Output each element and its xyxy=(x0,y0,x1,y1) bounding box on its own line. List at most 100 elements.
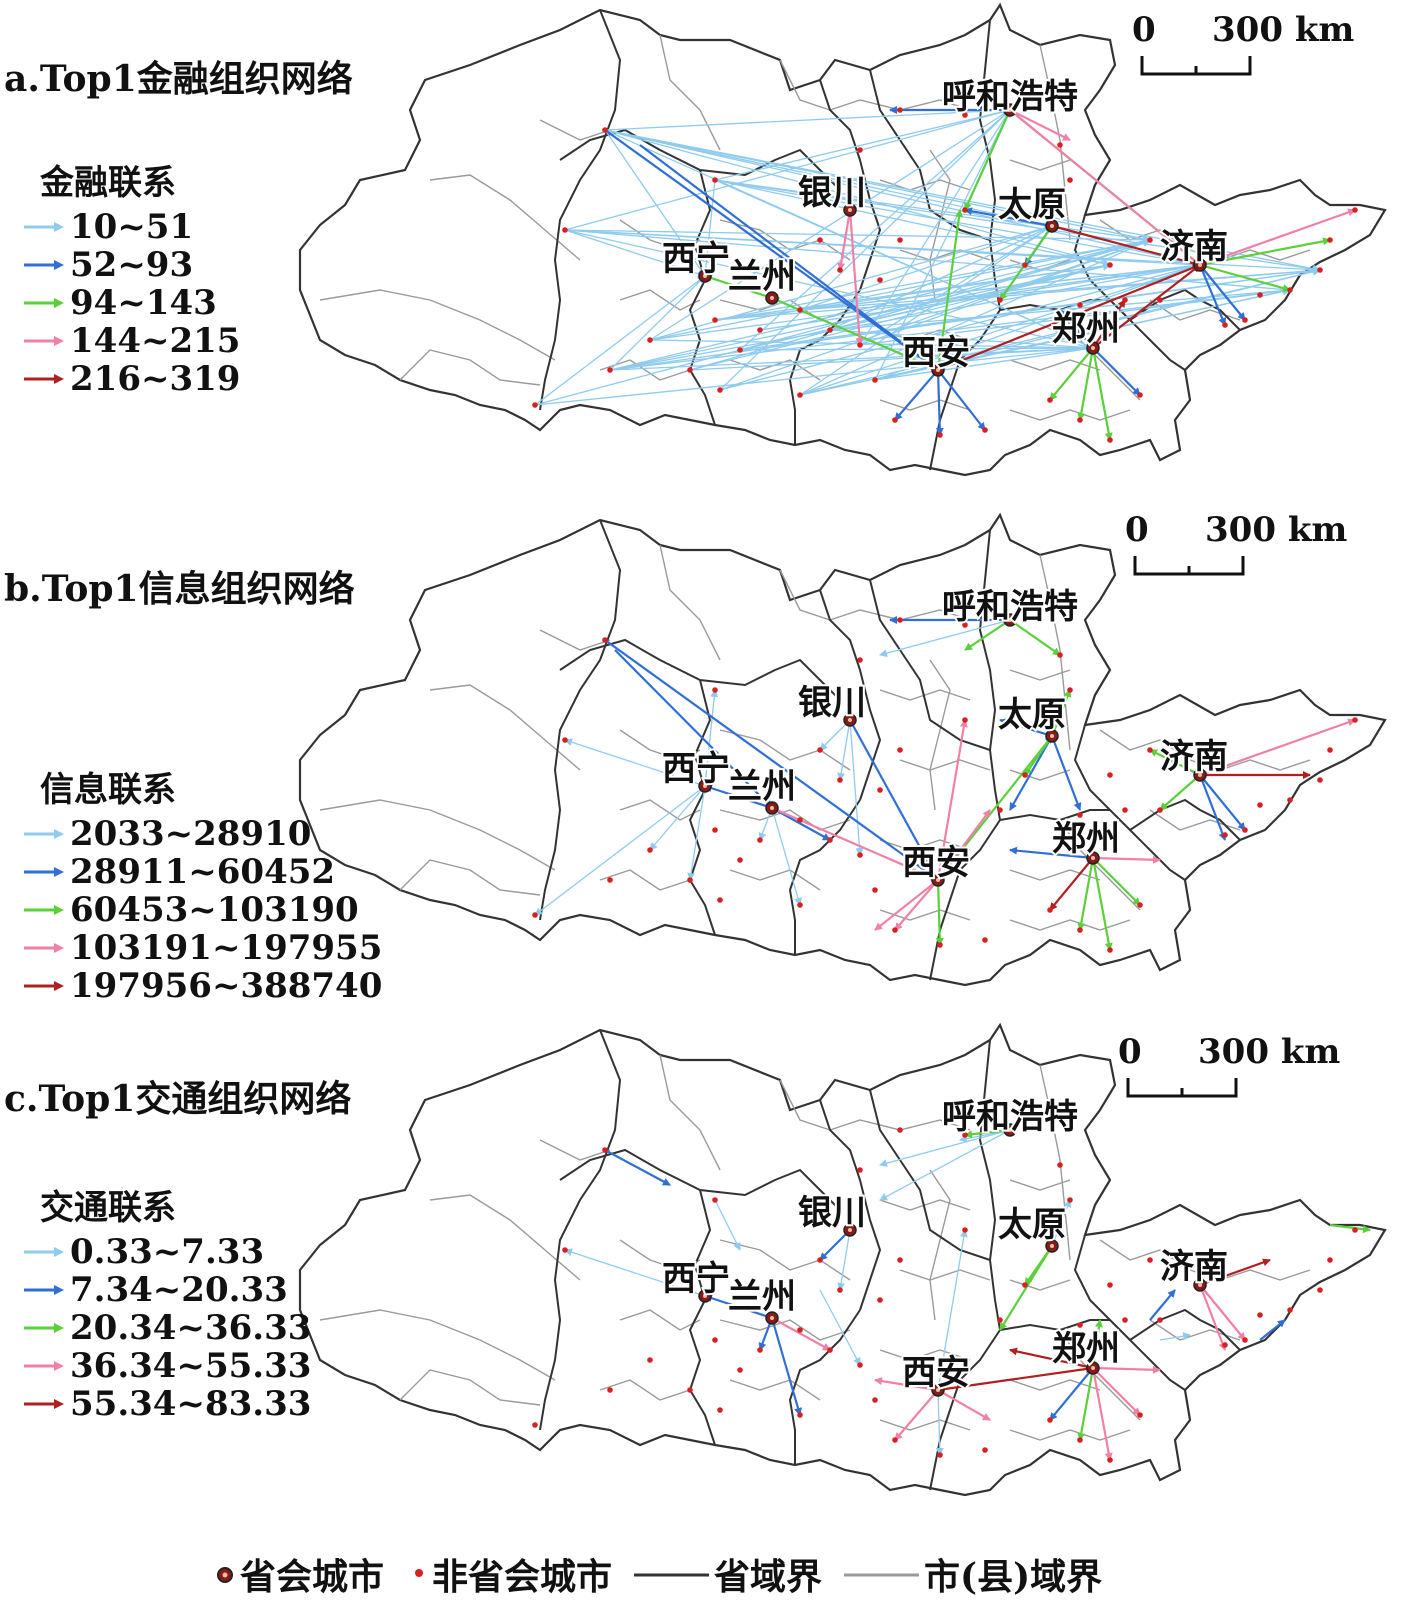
link-line xyxy=(564,229,1151,244)
panel-b: 呼和浩特 银川 太原 济南 西宁 兰州 西安 郑州 b.Top1信息组织网络 信息联系 203… xyxy=(0,510,1414,1030)
region-outline xyxy=(298,512,1387,987)
city-label-xining: 西宁 xyxy=(662,1259,730,1299)
legend-c-label-5: 55.34~83.33 xyxy=(70,1384,312,1424)
link-line xyxy=(1009,1347,1094,1370)
county-border xyxy=(1039,44,1071,241)
city-label-jinan: 济南 xyxy=(1160,737,1228,777)
link-line xyxy=(1009,109,1201,266)
city-dot xyxy=(1222,322,1228,328)
panel-c: 呼和浩特 银川 太原 济南 西宁 兰州 西安 郑州 c.Top1交通组织网络 交通联系 0.3… xyxy=(0,1020,1414,1540)
link-line xyxy=(771,807,802,906)
legend-arrow-icon xyxy=(24,222,64,232)
link-line xyxy=(874,345,1094,381)
link-line xyxy=(534,237,1151,406)
province-border xyxy=(539,519,622,921)
county-border xyxy=(879,839,971,851)
city-dot xyxy=(962,622,968,628)
province-border xyxy=(788,799,861,955)
link-line xyxy=(819,719,851,751)
city-dot xyxy=(1122,1317,1128,1323)
link-line xyxy=(937,263,1201,372)
city-dot xyxy=(602,1147,608,1153)
link-line xyxy=(534,344,1094,406)
city-dot xyxy=(962,1132,968,1138)
city-dot xyxy=(937,1452,943,1458)
city-dot xyxy=(1242,1337,1248,1343)
link-line xyxy=(714,1199,741,1251)
county-border xyxy=(1189,249,1311,261)
city-dot xyxy=(797,902,803,908)
city-dot xyxy=(1242,317,1248,323)
legend-c-label-1: 0.33~7.33 xyxy=(70,1232,265,1272)
link-line xyxy=(799,239,1151,396)
county-border xyxy=(719,1319,851,1341)
legend-arrow-icon xyxy=(24,298,64,308)
link-line xyxy=(701,179,716,277)
county-border xyxy=(1009,159,1071,171)
city-label-jinan: 济南 xyxy=(1160,227,1228,267)
city-dot xyxy=(737,1367,743,1373)
link-line xyxy=(1199,263,1291,292)
legend-arrow-icon xyxy=(24,905,64,915)
city-dot xyxy=(872,377,878,383)
province-border xyxy=(788,1309,861,1465)
county-border xyxy=(319,289,556,361)
county-border xyxy=(1099,729,1191,761)
city-dot xyxy=(1107,262,1113,268)
city-dot xyxy=(1352,717,1358,723)
city-dot xyxy=(1067,1197,1073,1203)
province-border xyxy=(688,679,716,936)
link-line xyxy=(799,225,1053,396)
province-border xyxy=(1129,1308,1241,1351)
province-border xyxy=(819,1099,882,1311)
legend-arrow-icon xyxy=(24,981,64,991)
legend-b-item-1: 2033~28910 xyxy=(6,814,382,854)
legend-a-item-4: 144~215 xyxy=(6,321,240,361)
city-dot xyxy=(1137,902,1143,908)
county-border xyxy=(1009,919,1131,931)
city-dot xyxy=(1352,207,1358,213)
link-line xyxy=(935,369,944,436)
link-line xyxy=(1149,749,1201,776)
city-dot xyxy=(712,827,718,833)
legend-b-item-5: 197956~388740 xyxy=(6,966,382,1006)
link-line xyxy=(1051,1199,1072,1247)
link-line xyxy=(837,209,852,271)
county-border xyxy=(619,729,701,761)
county-border xyxy=(659,34,721,151)
link-line xyxy=(935,1389,944,1456)
link-line xyxy=(704,1294,773,1320)
link-line xyxy=(1149,1289,1176,1321)
link-line xyxy=(1091,857,1113,951)
city-dot xyxy=(687,367,693,373)
link-line xyxy=(1199,1258,1271,1287)
legend-a-label-1: 10~51 xyxy=(70,207,194,247)
county-border xyxy=(779,569,831,621)
city-label-yinchuan: 银川 xyxy=(798,1193,866,1233)
city-dot xyxy=(1022,1282,1028,1288)
link-line xyxy=(1198,1284,1227,1351)
city-dot xyxy=(1107,1282,1113,1288)
city-dot xyxy=(872,887,878,893)
province-border xyxy=(539,1029,622,1431)
link-line xyxy=(564,738,706,787)
city-label-xining: 西宁 xyxy=(662,239,730,279)
city-label-xian: 西安 xyxy=(902,843,970,883)
city-dot xyxy=(1057,142,1063,148)
link-line xyxy=(849,719,864,856)
legend-c-label-3: 20.34~36.33 xyxy=(70,1308,312,1348)
county-border xyxy=(1009,599,1071,611)
legend-arrow-icon xyxy=(24,829,64,839)
city-dot xyxy=(562,227,568,233)
link-line xyxy=(714,266,1321,321)
city-label-lanzhou: 兰州 xyxy=(728,1277,796,1317)
link-line xyxy=(1159,774,1201,811)
link-line xyxy=(1059,309,1094,349)
city-dot xyxy=(1157,1317,1163,1323)
province-border xyxy=(688,169,716,426)
link-line xyxy=(714,179,1151,244)
city-dot xyxy=(1137,392,1143,398)
county-border xyxy=(729,1379,821,1401)
city-dot xyxy=(1147,747,1153,753)
